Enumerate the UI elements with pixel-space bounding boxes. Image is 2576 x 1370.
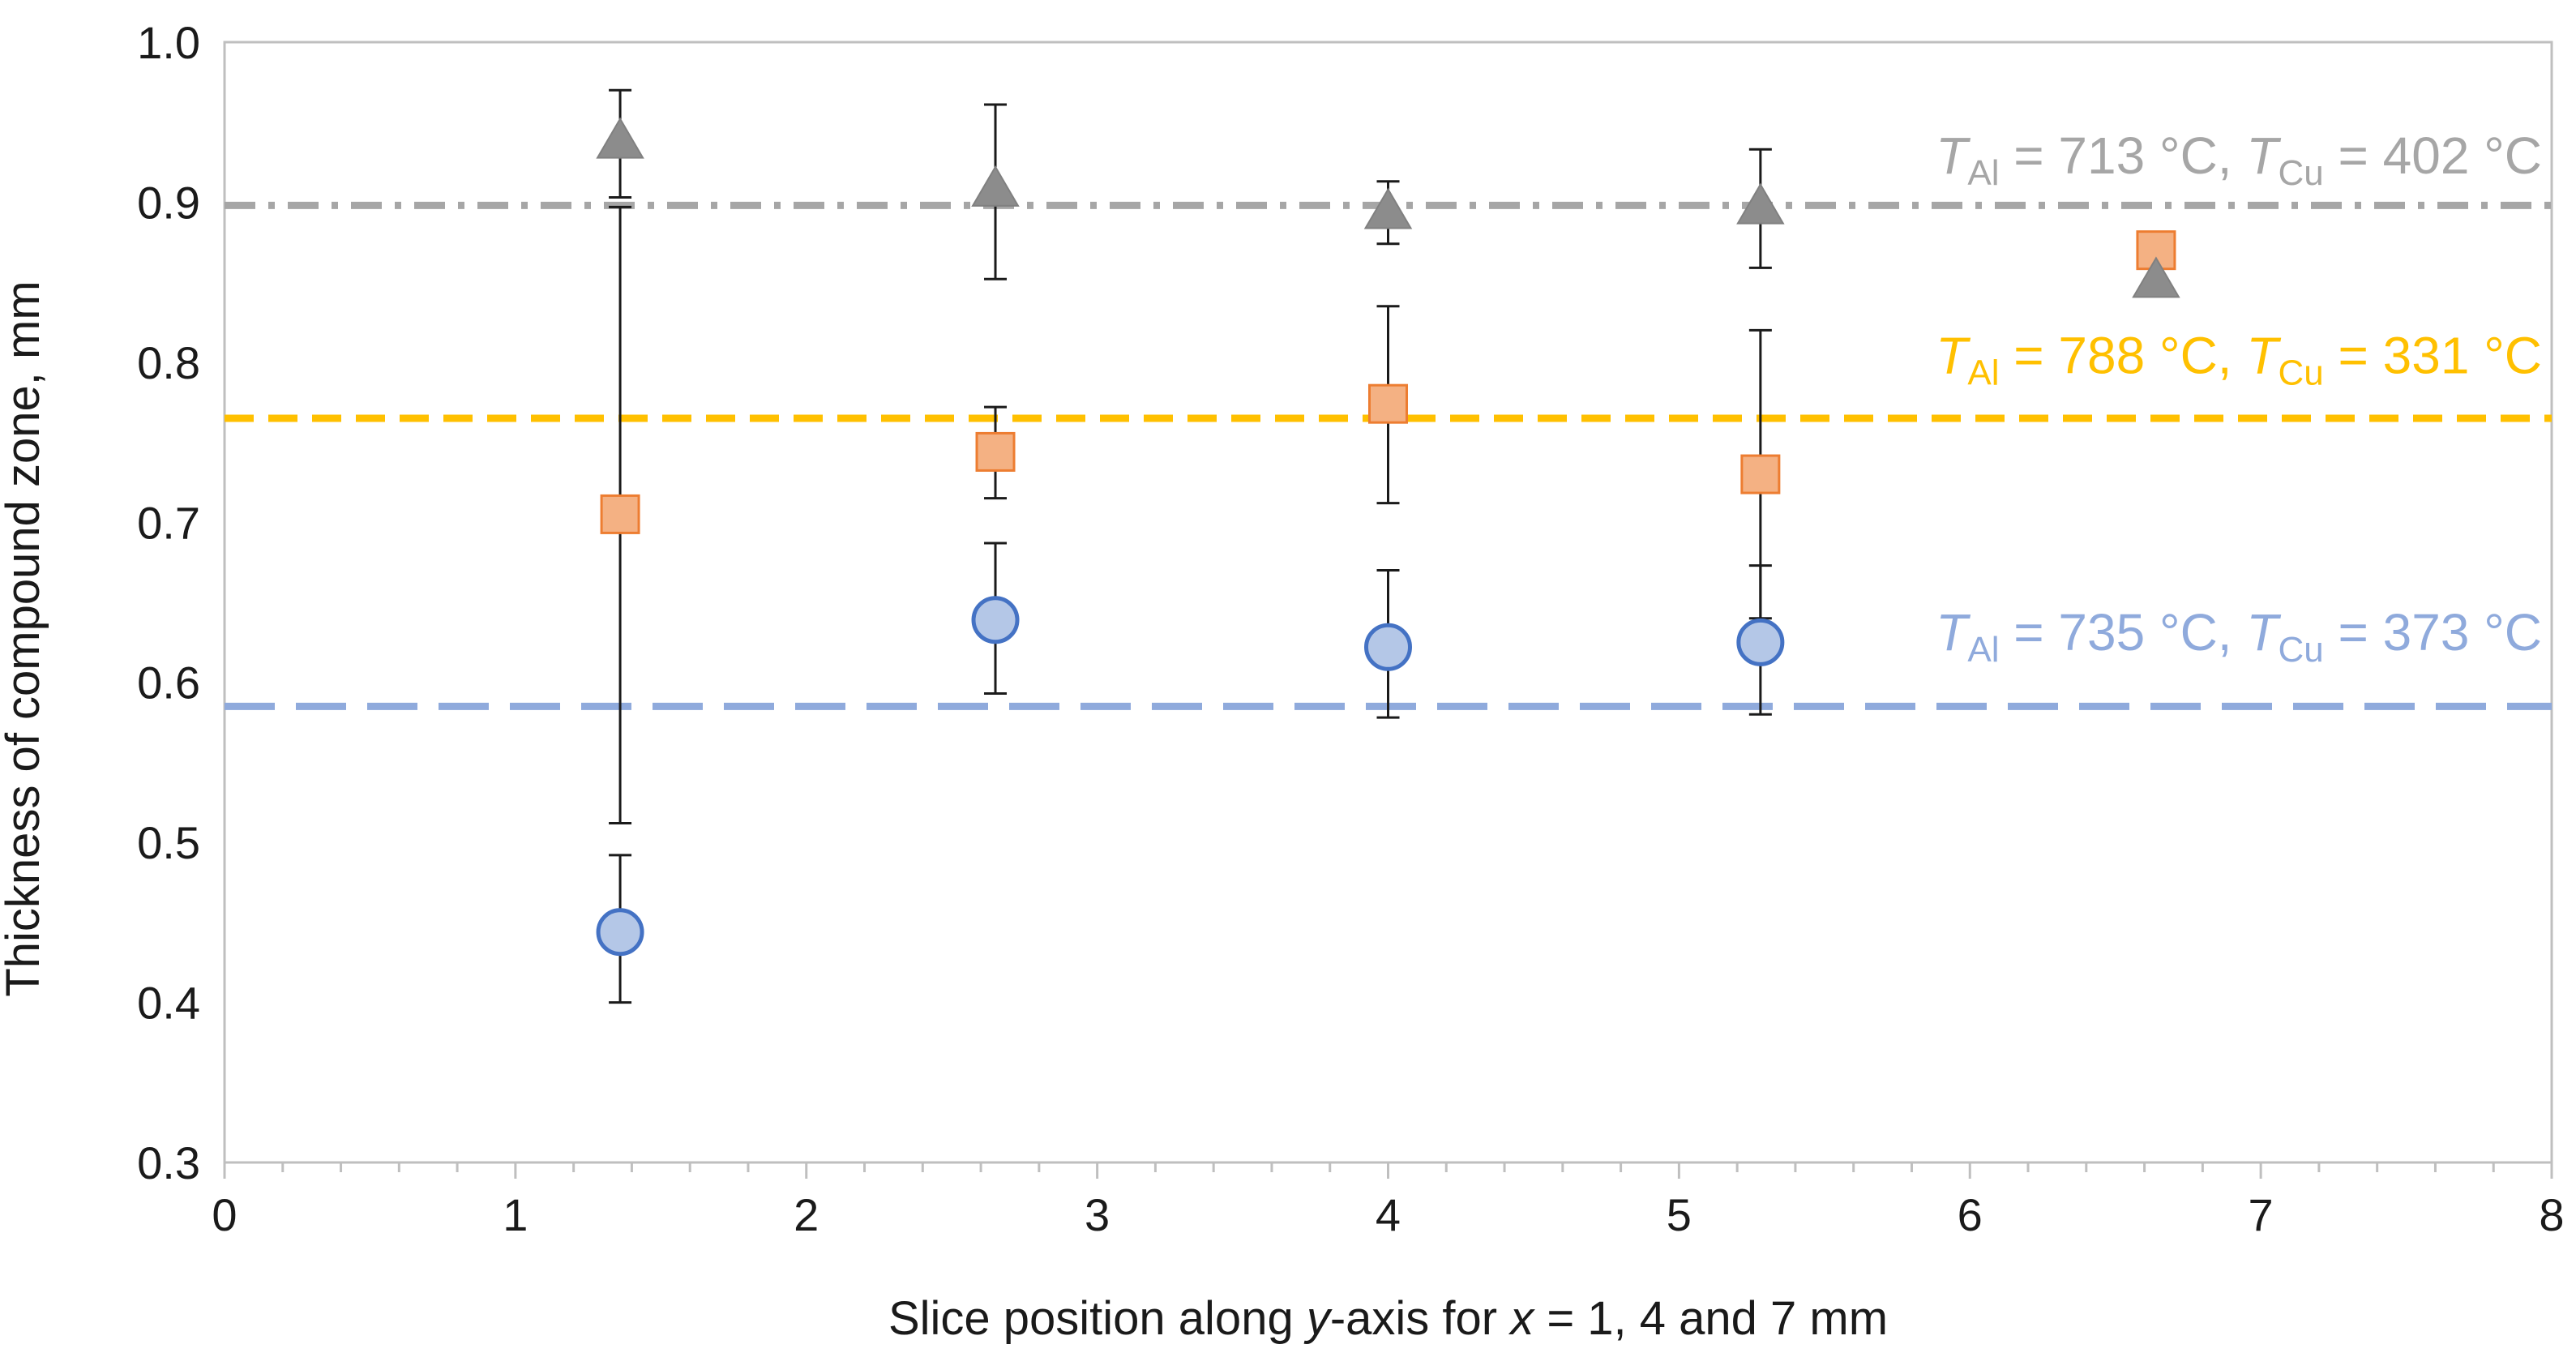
circle-marker bbox=[596, 908, 644, 957]
x-tick-label: 3 bbox=[1085, 1189, 1110, 1240]
y-axis-title: Thickness of compound zone, mm bbox=[0, 280, 49, 996]
series-label-triangle: TAl = 713 °C, TCu = 402 °C bbox=[1936, 126, 2542, 193]
label-subscript: Al bbox=[1967, 153, 1999, 193]
label-variable: T bbox=[2246, 327, 2281, 385]
label-text: = 713 °C, bbox=[1999, 126, 2246, 185]
y-tick-label: 1.0 bbox=[137, 17, 200, 68]
circle-marker bbox=[1736, 618, 1785, 666]
y-tick-label: 0.6 bbox=[137, 657, 200, 709]
label-variable: T bbox=[1936, 126, 1971, 185]
square-marker bbox=[1368, 383, 1408, 424]
triangle-marker bbox=[1363, 187, 1413, 229]
x-axis-title-part: Slice position along bbox=[888, 1292, 1307, 1345]
label-text: = 735 °C, bbox=[1999, 603, 2246, 661]
label-text: = 331 °C bbox=[2324, 327, 2542, 385]
y-axis-ticks: 0.3 0.4 0.5 0.6 0.7 0.8 0.9 1.0 bbox=[137, 17, 200, 1188]
label-text: = 402 °C bbox=[2324, 126, 2542, 185]
y-tick-label: 0.9 bbox=[137, 177, 200, 228]
x-axis-title-italic: x bbox=[1508, 1292, 1535, 1345]
circle-marker bbox=[1364, 623, 1412, 671]
label-text: = 373 °C bbox=[2324, 603, 2542, 661]
circle-marker bbox=[971, 596, 1020, 644]
label-variable: T bbox=[1936, 603, 1971, 661]
square-marker bbox=[1740, 454, 1781, 494]
x-tick-label: 5 bbox=[1667, 1189, 1692, 1240]
x-axis-title: Slice position along y-axis for x = 1, 4… bbox=[888, 1292, 1888, 1345]
series-label-square: TAl = 788 °C, TCu = 331 °C bbox=[1936, 327, 2542, 393]
x-tick-label: 8 bbox=[2539, 1189, 2564, 1240]
y-tick-label: 0.3 bbox=[137, 1137, 200, 1188]
x-tick-label: 6 bbox=[1958, 1189, 1983, 1240]
x-tick-label: 2 bbox=[794, 1189, 819, 1240]
y-tick-label: 0.4 bbox=[137, 978, 200, 1029]
label-text: = 788 °C, bbox=[1999, 327, 2246, 385]
label-variable: T bbox=[2246, 126, 2281, 185]
label-variable: T bbox=[1936, 327, 1971, 385]
triangle-marker bbox=[2132, 256, 2180, 298]
x-axis-ticks: 0 1 2 3 4 5 6 7 8 bbox=[212, 1162, 2565, 1240]
triangle-marker bbox=[1736, 182, 1785, 225]
series-label-circle: TAl = 735 °C, TCu = 373 °C bbox=[1936, 603, 2542, 670]
square-marker bbox=[975, 431, 1016, 472]
data-markers bbox=[596, 117, 2180, 957]
x-axis-title-part: = 1, 4 and 7 mm bbox=[1534, 1292, 1888, 1345]
x-axis-title-italic: y bbox=[1303, 1292, 1333, 1345]
y-tick-label: 0.8 bbox=[137, 337, 200, 388]
x-tick-label: 4 bbox=[1376, 1189, 1401, 1240]
label-subscript: Cu bbox=[2278, 630, 2323, 670]
label-subscript: Al bbox=[1967, 353, 1999, 393]
label-subscript: Cu bbox=[2278, 353, 2323, 393]
y-tick-label: 0.7 bbox=[137, 497, 200, 548]
square-marker bbox=[600, 494, 640, 534]
triangle-marker bbox=[971, 165, 1020, 207]
x-tick-label: 1 bbox=[503, 1189, 528, 1240]
x-tick-label: 0 bbox=[212, 1189, 237, 1240]
y-tick-label: 0.5 bbox=[137, 817, 200, 868]
label-variable: T bbox=[2246, 603, 2281, 661]
triangle-marker bbox=[596, 117, 644, 159]
x-tick-label: 7 bbox=[2249, 1189, 2274, 1240]
x-axis-title-part: -axis for bbox=[1330, 1292, 1510, 1345]
label-subscript: Al bbox=[1967, 630, 1999, 670]
label-subscript: Cu bbox=[2278, 153, 2323, 193]
